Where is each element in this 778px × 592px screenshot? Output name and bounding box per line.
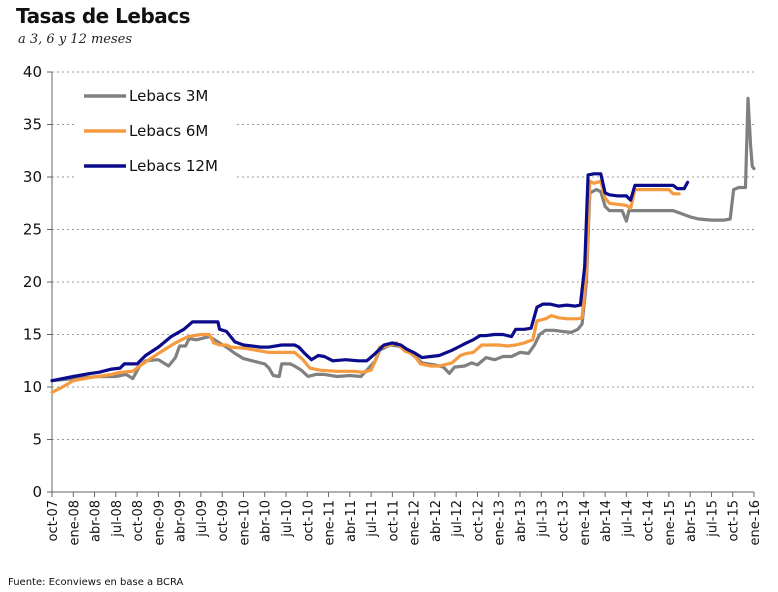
x-tick-label: ene-09	[152, 500, 167, 545]
x-tick-label: jul-08	[110, 500, 125, 538]
y-tick-label: 0	[32, 483, 42, 501]
x-tick-label: ene-14	[578, 500, 593, 545]
x-tick-label: abr-09	[174, 500, 189, 542]
legend-label: Lebacs 3M	[129, 87, 208, 105]
x-tick-label: abr-13	[514, 500, 529, 542]
x-tick-label: ene-11	[323, 500, 338, 545]
x-tick-label: ene-16	[748, 500, 763, 545]
x-tick-label: ene-15	[663, 500, 678, 545]
legend-label: Lebacs 6M	[129, 122, 208, 140]
x-tick-label: abr-08	[89, 500, 104, 542]
y-tick-label: 35	[23, 116, 42, 134]
x-tick-label: jul-11	[365, 500, 380, 538]
x-tick-label: oct-14	[642, 500, 657, 541]
chart-subtitle: a 3, 6 y 12 meses	[18, 32, 133, 47]
x-tick-label: oct-08	[131, 500, 146, 541]
series-line-lebacs-6m	[50, 179, 681, 394]
y-tick-label: 20	[23, 273, 42, 291]
y-tick-label: 10	[23, 378, 42, 396]
x-tick-label: oct-15	[727, 500, 742, 541]
x-tick-label: abr-11	[344, 500, 359, 542]
x-tick-label: jul-12	[450, 500, 465, 538]
x-tick-label: oct-11	[386, 500, 401, 541]
series-lines	[50, 96, 756, 394]
legend-label: Lebacs 12M	[129, 157, 218, 175]
x-axis-ticks: oct-07 ene-08 abr-08 jul-08 oct-08 ene-09 abr-…	[46, 492, 763, 545]
x-tick-label: oct-10	[301, 500, 316, 541]
x-tick-label: abr-14	[599, 500, 614, 542]
y-tick-label: 15	[23, 326, 42, 344]
x-tick-label: abr-15	[684, 500, 699, 542]
x-tick-label: jul-09	[195, 500, 210, 538]
legend: Lebacs 3M Lebacs 6M Lebacs 12M	[76, 78, 234, 184]
x-tick-label: ene-10	[237, 500, 252, 545]
source-note: Fuente: Econviews en base a BCRA	[8, 577, 184, 588]
x-tick-label: oct-12	[471, 500, 486, 541]
x-tick-label: ene-12	[408, 500, 423, 545]
x-tick-label: oct-09	[216, 500, 231, 541]
y-axis-ticks: 0 5 10 15 20 25 30 35 40	[23, 63, 52, 501]
chart-title: Tasas de Lebacs	[16, 4, 191, 28]
x-tick-label: oct-07	[46, 500, 61, 541]
x-tick-label: oct-13	[557, 500, 572, 541]
x-tick-label: jul-14	[620, 500, 635, 538]
x-tick-label: ene-08	[67, 500, 82, 545]
x-tick-label: ene-13	[493, 500, 508, 545]
x-tick-label: jul-13	[535, 500, 550, 538]
series-line-lebacs-12m	[50, 172, 690, 383]
y-tick-label: 5	[32, 431, 42, 449]
y-tick-label: 25	[23, 221, 42, 239]
y-tick-label: 30	[23, 168, 42, 186]
x-tick-label: abr-10	[259, 500, 274, 542]
x-tick-label: abr-12	[429, 500, 444, 542]
x-tick-label: jul-15	[705, 500, 720, 538]
y-tick-label: 40	[23, 63, 42, 81]
x-tick-label: jul-10	[280, 500, 295, 538]
